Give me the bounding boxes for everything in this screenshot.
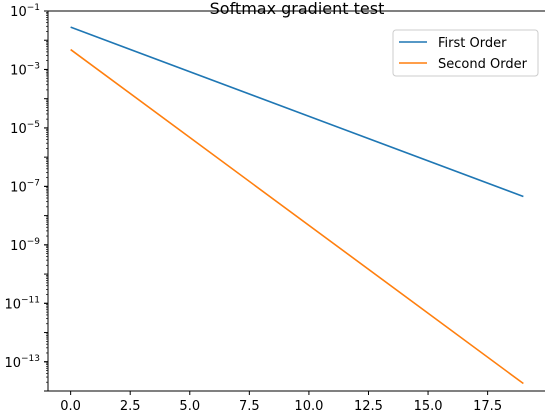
- y-axis: 10−1 10−3 10−5 10−7 10−9 10−11 10−13: [4, 3, 48, 392]
- legend-label: First Order: [438, 36, 507, 51]
- y-tick-label: 10−11: [4, 295, 40, 312]
- x-tick-label: 0.0: [60, 399, 81, 414]
- y-tick-label: 10−7: [10, 178, 40, 195]
- legend-label: Second Order: [438, 57, 528, 72]
- plot-frame: [47, 10, 545, 392]
- x-tick-label: 7.5: [239, 399, 260, 414]
- series-layer: [70, 26, 524, 385]
- x-tick-label: 12.5: [354, 399, 383, 414]
- y-tick-label: 10−9: [10, 237, 40, 254]
- x-tick-label: 17.5: [473, 399, 502, 414]
- y-tick-label: 10−3: [10, 61, 40, 78]
- x-tick-label: 15.0: [414, 399, 443, 414]
- chart-title: Softmax gradient test: [210, 0, 385, 18]
- y-tick-label: 10−5: [10, 120, 40, 137]
- legend-box: [392, 29, 539, 77]
- x-axis: 0.0 2.5 5.0 7.5 10.0 12.5 15.0 17.5: [60, 391, 502, 414]
- series-line-first-order: [70, 26, 524, 198]
- x-tick-label: 2.5: [120, 399, 141, 414]
- series-line-second-order: [70, 48, 524, 385]
- x-tick-label: 10.0: [294, 399, 323, 414]
- legend: First Order Second Order: [392, 29, 539, 77]
- y-tick-label: 10−1: [10, 3, 40, 20]
- x-tick-label: 5.0: [179, 399, 200, 414]
- y-tick-label: 10−13: [4, 354, 40, 371]
